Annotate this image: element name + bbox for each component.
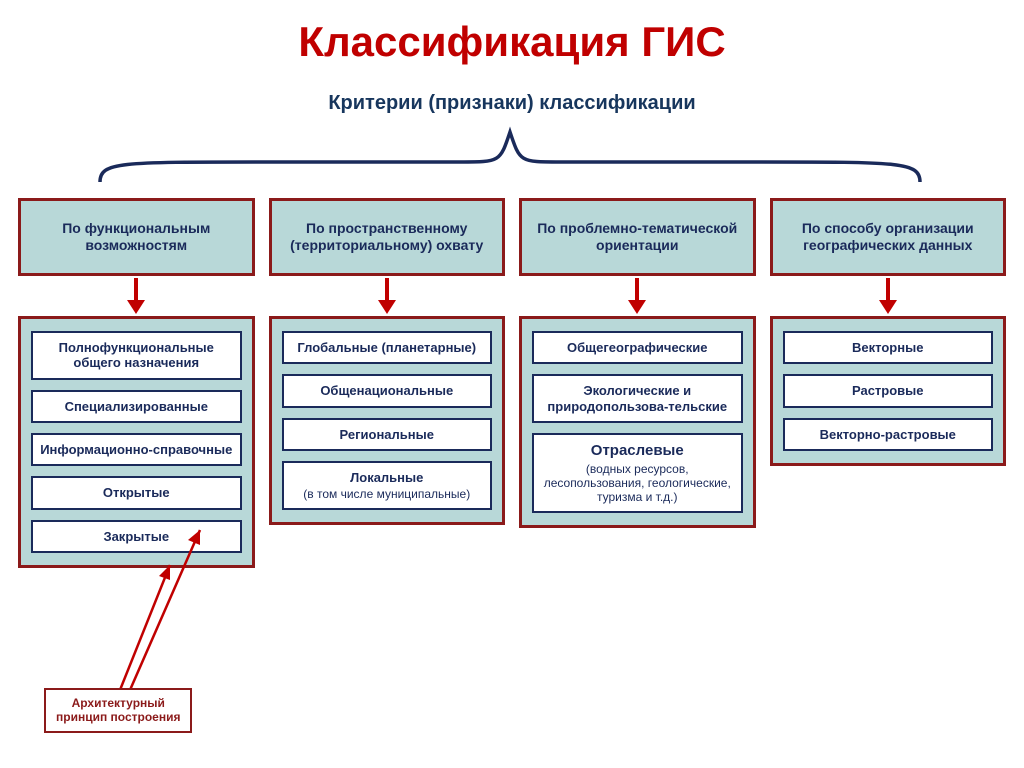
- list-item: Локальные(в том числе муниципальные): [282, 461, 493, 510]
- list-item: Отраслевые(водных ресурсов, лесопользова…: [532, 433, 743, 513]
- columns-container: По функциональным возможностям Полнофунк…: [18, 198, 1006, 568]
- note-arrow-icon: [30, 520, 260, 700]
- column-header: По проблемно-тематической ориентации: [519, 198, 756, 276]
- brace-icon: [60, 120, 960, 190]
- column-spatial: По пространственному (территориальному) …: [269, 198, 506, 568]
- column-data-org: По способу организации географических да…: [770, 198, 1007, 568]
- list-item: Открытые: [31, 476, 242, 509]
- column-header: По пространственному (территориальному) …: [269, 198, 506, 276]
- list-item: Векторные: [783, 331, 994, 364]
- list-item: Информационно-справочные: [31, 433, 242, 466]
- column-items: Глобальные (планетарные) Общенациональны…: [269, 316, 506, 525]
- arrow-down-icon: [770, 276, 1007, 316]
- column-items: Общегеографические Экологические и приро…: [519, 316, 756, 528]
- list-item: Общегеографические: [532, 331, 743, 364]
- list-item: Экологические и природопользова-тельские: [532, 374, 743, 423]
- arrow-down-icon: [18, 276, 255, 316]
- list-item: Общенациональные: [282, 374, 493, 407]
- column-functional: По функциональным возможностям Полнофунк…: [18, 198, 255, 568]
- list-item: Растровые: [783, 374, 994, 407]
- list-item: Глобальные (планетарные): [282, 331, 493, 364]
- subtitle: Критерии (признаки) классификации: [0, 92, 1024, 115]
- page-title: Классификация ГИС: [0, 18, 1024, 66]
- arrow-down-icon: [519, 276, 756, 316]
- column-items: Векторные Растровые Векторно-растровые: [770, 316, 1007, 466]
- note-box: Архитектурныйпринцип построения: [44, 688, 192, 733]
- arrow-down-icon: [269, 276, 506, 316]
- list-item: Специализированные: [31, 390, 242, 423]
- column-header: По функциональным возможностям: [18, 198, 255, 276]
- column-thematic: По проблемно-тематической ориентации Общ…: [519, 198, 756, 568]
- list-item: Региональные: [282, 418, 493, 451]
- column-header: По способу организации географических да…: [770, 198, 1007, 276]
- list-item: Векторно-растровые: [783, 418, 994, 451]
- list-item: Полнофункциональные общего назначения: [31, 331, 242, 380]
